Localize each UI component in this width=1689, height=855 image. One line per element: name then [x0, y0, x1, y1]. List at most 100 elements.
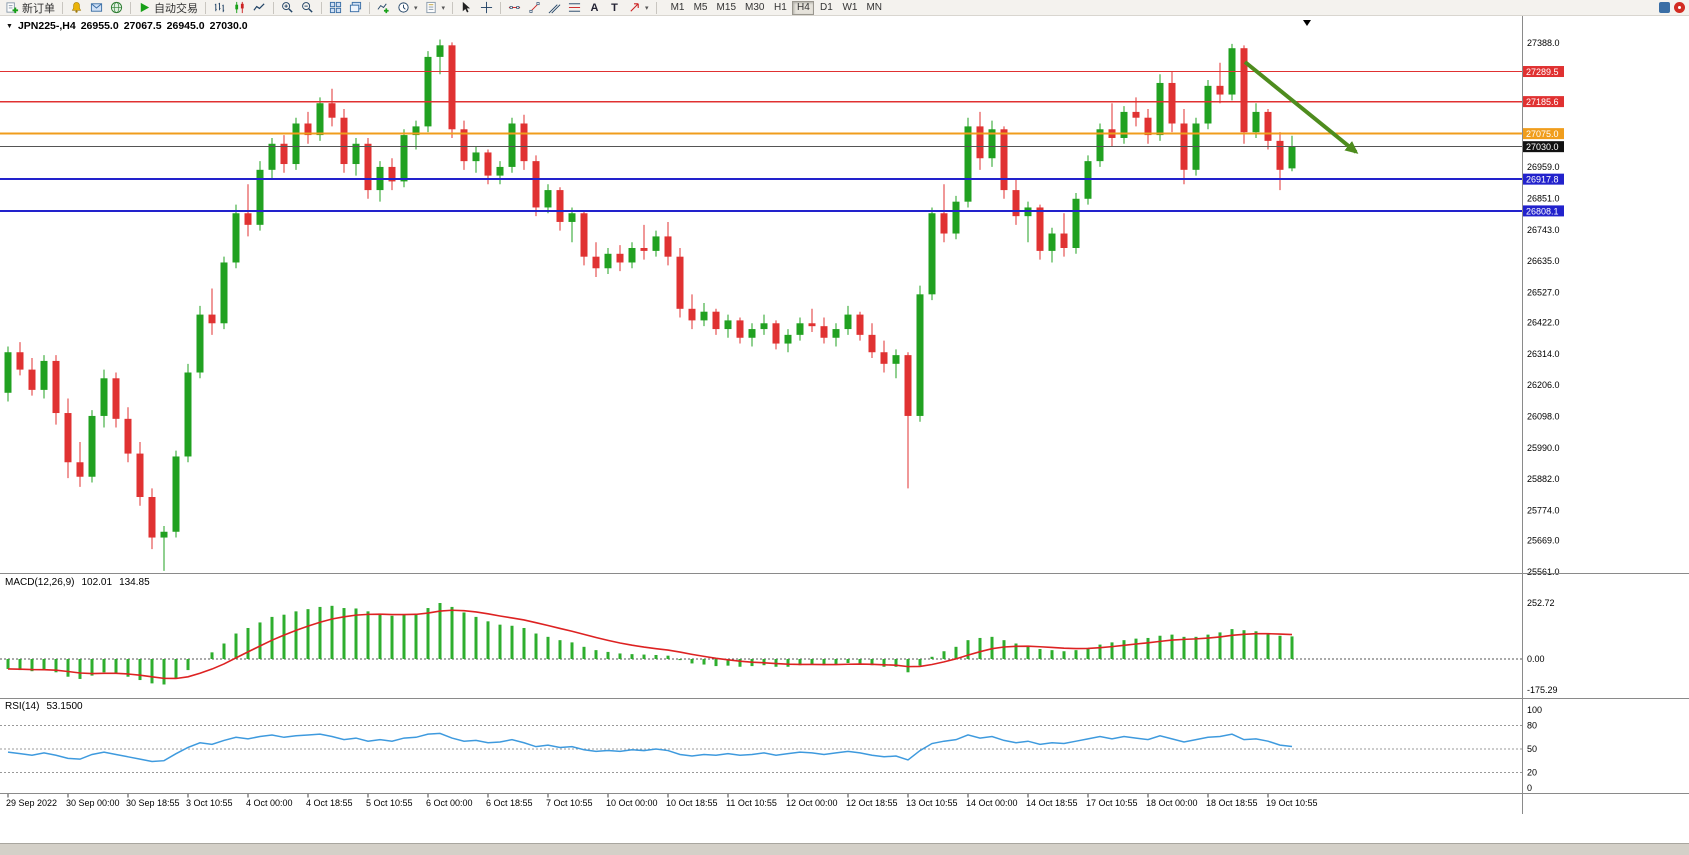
rsi-scale-label: 100 — [1527, 705, 1542, 715]
timeframe-h4-button[interactable]: H4 — [792, 0, 815, 15]
mailbox-button[interactable] — [87, 1, 106, 15]
fibonacci-button[interactable] — [565, 1, 584, 15]
bar-chart-button[interactable] — [210, 1, 229, 15]
symbol-period-label: JPN225-,H4 — [17, 20, 76, 32]
timeframe-m30-button[interactable]: M30 — [741, 1, 768, 15]
price-scale-label: 25669.0 — [1527, 536, 1560, 546]
time-label: 13 Oct 10:55 — [906, 798, 958, 808]
timeframe-m1-button[interactable]: M1 — [667, 1, 689, 15]
time-scale[interactable] — [0, 794, 1522, 814]
close-value: 27030.0 — [209, 20, 248, 32]
price-scale-label: 26527.0 — [1527, 287, 1560, 297]
price-scale-label: 26959.0 — [1527, 162, 1560, 172]
time-label: 6 Oct 18:55 — [486, 798, 533, 808]
new-order-button[interactable]: 新订单 — [3, 1, 58, 15]
cursor-button[interactable] — [457, 1, 476, 15]
time-label: 18 Oct 18:55 — [1206, 798, 1258, 808]
price-scale-label: 25774.0 — [1527, 505, 1560, 515]
tile-windows-button[interactable] — [326, 1, 345, 15]
chevron-down-icon: ▾ — [414, 4, 418, 12]
chart-title: ▼ JPN225-,H4 26955.0 27067.5 26945.0 270… — [6, 20, 248, 32]
blue-badge-icon[interactable] — [1659, 2, 1670, 13]
candlestick-icon — [233, 1, 246, 14]
status-bar — [0, 843, 1689, 855]
envelope-icon — [90, 1, 103, 14]
time-label: 4 Oct 00:00 — [246, 798, 293, 808]
hline-price-label: 27075.0 — [1526, 129, 1559, 139]
toolbar-right — [1659, 2, 1686, 13]
rsi-label: RSI(14) 53.1500 — [5, 701, 83, 712]
templates-button[interactable]: ▾ — [422, 1, 449, 15]
alerts-button[interactable] — [67, 1, 86, 15]
time-label: 4 Oct 18:55 — [306, 798, 353, 808]
text-button[interactable]: A — [585, 1, 604, 15]
arrow-tool-icon — [628, 1, 641, 14]
toolbar-separator — [500, 1, 502, 14]
timeframe-h1-button[interactable]: H1 — [769, 1, 791, 15]
timeframe-group: M1 M5 M15 M30 H1 H4 D1 W1 MN — [667, 0, 886, 15]
horizontal-line-button[interactable] — [505, 1, 524, 15]
rsi-line — [7, 732, 1293, 763]
label-tool-icon: T — [611, 1, 618, 14]
hline-26917.8[interactable]: 26917.8 — [0, 173, 1564, 185]
time-label: 3 Oct 10:55 — [186, 798, 233, 808]
trendline-button[interactable] — [525, 1, 544, 15]
symbol-dropdown-icon[interactable]: ▼ — [6, 22, 13, 30]
channel-button[interactable] — [545, 1, 564, 15]
timeframe-d1-button[interactable]: D1 — [815, 1, 837, 15]
hline-27075.0[interactable]: 27075.0 — [0, 128, 1564, 140]
zoom-in-icon — [281, 1, 294, 14]
timeframe-m5-button[interactable]: M5 — [690, 1, 712, 15]
hline-27030.0[interactable]: 27030.0 — [0, 141, 1564, 153]
zoom-in-button[interactable] — [278, 1, 297, 15]
time-label: 29 Sep 2022 — [6, 798, 57, 808]
indicators-icon — [377, 1, 390, 14]
cascade-windows-button[interactable] — [346, 1, 365, 15]
horizontal-line-icon — [508, 1, 521, 14]
arrows-button[interactable]: ▾ — [625, 1, 652, 15]
macd-signal-line — [7, 609, 1293, 680]
chevron-down-icon: ▾ — [645, 4, 649, 12]
red-badge-icon[interactable] — [1674, 2, 1685, 13]
periods-button[interactable]: ▾ — [394, 1, 421, 15]
zoom-out-button[interactable] — [298, 1, 317, 15]
globe-icon — [110, 1, 123, 14]
timeframe-m15-button[interactable]: M15 — [713, 1, 740, 15]
bell-icon — [70, 1, 83, 14]
toolbar-separator — [321, 1, 322, 14]
price-scale-label: 26851.0 — [1527, 193, 1560, 203]
line-chart-button[interactable] — [250, 1, 269, 15]
template-icon — [425, 1, 438, 14]
timeframe-mn-button[interactable]: MN — [862, 1, 886, 15]
cursor-icon — [460, 1, 473, 14]
autotrading-button[interactable]: 自动交易 — [135, 1, 201, 15]
toolbar-separator — [273, 1, 274, 14]
hline-27289.5[interactable]: 27289.5 — [0, 66, 1564, 78]
time-label: 14 Oct 00:00 — [966, 798, 1018, 808]
price-scale-label: 27388.0 — [1527, 38, 1560, 48]
crosshair-button[interactable] — [477, 1, 496, 15]
zoom-out-icon — [301, 1, 314, 14]
price-scale-label: 26206.0 — [1527, 380, 1560, 390]
hline-27185.6[interactable]: 27185.6 — [0, 96, 1564, 108]
price-scale[interactable] — [1522, 16, 1689, 794]
autotrading-label: 自动交易 — [154, 2, 198, 15]
macd-label: MACD(12,26,9) 102.01 134.85 — [5, 577, 150, 588]
time-label: 6 Oct 00:00 — [426, 798, 473, 808]
hline-26808.1[interactable]: 26808.1 — [0, 205, 1564, 217]
time-label: 10 Oct 18:55 — [666, 798, 718, 808]
timeframe-w1-button[interactable]: W1 — [838, 1, 861, 15]
time-label: 14 Oct 18:55 — [1026, 798, 1078, 808]
macd-name: MACD(12,26,9) — [5, 577, 75, 588]
candlestick-chart-button[interactable] — [230, 1, 249, 15]
label-button[interactable]: T — [605, 1, 624, 15]
trend-arrow[interactable] — [1243, 60, 1359, 154]
indicators-button[interactable] — [374, 1, 393, 15]
price-scale-label: 26314.0 — [1527, 349, 1560, 359]
news-button[interactable] — [107, 1, 126, 15]
tile-windows-icon — [329, 1, 342, 14]
rsi-scale-label: 0 — [1527, 783, 1532, 793]
chart-canvas[interactable]: 27289.5 27185.6 27075.0 27030.0 26917.8 26808… — [0, 16, 1689, 855]
price-scale-label: 26743.0 — [1527, 225, 1560, 235]
macd-scale-label: 252.72 — [1527, 598, 1555, 608]
